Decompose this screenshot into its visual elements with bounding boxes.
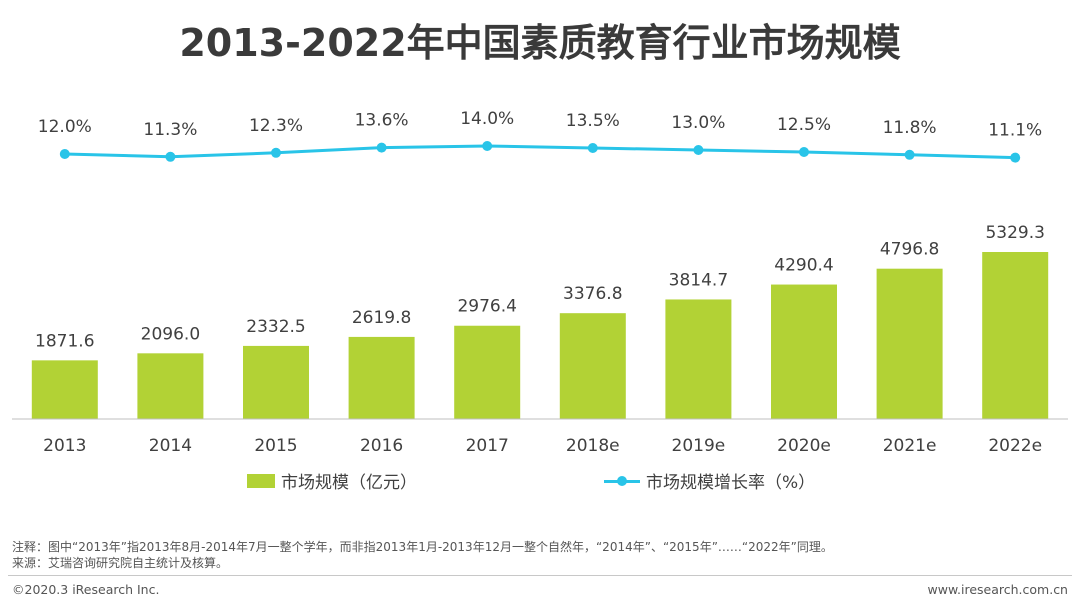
legend-bar-swatch [247, 473, 275, 488]
bar-value-label: 1871.6 [35, 331, 94, 351]
rate-point [376, 142, 387, 153]
legend-item-growth-rate: 市场规模增长率（%） [604, 468, 815, 493]
rate-point [587, 143, 598, 153]
rate-point [693, 145, 704, 155]
bar-value-label: 2096.0 [141, 324, 200, 344]
rate-label: 13.0% [671, 113, 725, 133]
copyright: ©2020.3 iResearch Inc. [12, 582, 160, 597]
rate-point [59, 149, 70, 159]
rate-label: 12.0% [38, 117, 92, 137]
rate-point [904, 149, 915, 160]
rate-label: 11.1% [988, 121, 1042, 141]
rate-label: 14.0% [460, 109, 514, 129]
legend-line-swatch [604, 474, 640, 488]
bar-value-label: 3376.8 [563, 284, 622, 304]
bar-value-label: 5329.3 [985, 223, 1044, 243]
x-tick-label: 2017 [466, 436, 509, 456]
x-tick-label: 2014 [149, 436, 192, 456]
legend-bar-label: 市场规模（亿元） [281, 473, 417, 493]
legend-item-market-size: 市场规模（亿元） [247, 468, 417, 493]
bar-value-label: 4290.4 [774, 256, 833, 276]
x-tick-labels: 2013 2014 2015 2016 2017 2018e 2019e 2020e 2021e… [43, 436, 1042, 456]
rate-label: 13.6% [355, 111, 409, 131]
rate-label: 11.8% [883, 118, 937, 138]
rate-label: 11.3% [143, 120, 197, 140]
bar-value-label: 4796.8 [880, 240, 939, 260]
x-tick-label: 2019e [672, 436, 726, 456]
bar [771, 284, 837, 419]
legend: 市场规模（亿元） 市场规模增长率（%） [0, 468, 1080, 493]
rate-point [271, 147, 281, 158]
x-tick-label: 2015 [254, 436, 297, 456]
bar [876, 268, 943, 419]
chart: 1871.6 2096.0 2332.5 2619.8 2976.4 3376.8 3814… [12, 109, 1068, 456]
bar [982, 252, 1049, 419]
bar-value-labels: 1871.6 2096.0 2332.5 2619.8 2976.4 3376.8 3814… [35, 223, 1045, 351]
bar-value-label: 3814.7 [669, 270, 728, 290]
rate-point [799, 147, 809, 157]
legend-line-label: 市场规模增长率（%） [646, 473, 816, 493]
source-text: 来源：艾瑞咨询研究院自主统计及核算。 [12, 556, 229, 570]
x-tick-label: 2020e [777, 436, 831, 456]
rate-point [482, 141, 493, 151]
rate-point [165, 151, 176, 162]
bar [137, 353, 204, 419]
bar-series [31, 252, 1049, 419]
bar [559, 313, 626, 419]
x-tick-label: 2018e [566, 436, 620, 456]
x-tick-label: 2021e [883, 436, 937, 456]
rate-label: 12.5% [777, 115, 831, 135]
bar [348, 336, 415, 419]
rate-point [1010, 152, 1021, 163]
x-tick-label: 2013 [43, 436, 86, 456]
bar [243, 345, 309, 419]
bar [665, 299, 732, 419]
rate-label: 13.5% [566, 111, 620, 131]
footer-divider [8, 575, 1072, 576]
growth-rate-line [64, 144, 1016, 160]
bar [31, 360, 98, 419]
growth-rate-points [59, 141, 1021, 163]
x-tick-label: 2016 [360, 436, 403, 456]
notes: 注释：图中“2013年”指2013年8月-2014年7月一整个学年，而非指201… [12, 539, 833, 571]
growth-rate-labels: 12.0% 11.3% 12.3% 13.6% 14.0% 13.5% 13.0% 12.5%… [38, 109, 1042, 141]
chart-title: 2013-2022年中国素质教育行业市场规模 [179, 21, 901, 65]
bar-value-label: 2619.8 [352, 308, 411, 328]
bar-value-label: 2976.4 [457, 297, 516, 317]
note-text: 注释：图中“2013年”指2013年8月-2014年7月一整个学年，而非指201… [12, 540, 833, 554]
rate-label: 12.3% [249, 116, 303, 136]
x-tick-label: 2022e [988, 436, 1042, 456]
bar [454, 325, 521, 419]
website-link[interactable]: www.iresearch.com.cn [927, 582, 1069, 597]
bar-value-label: 2332.5 [246, 317, 305, 337]
